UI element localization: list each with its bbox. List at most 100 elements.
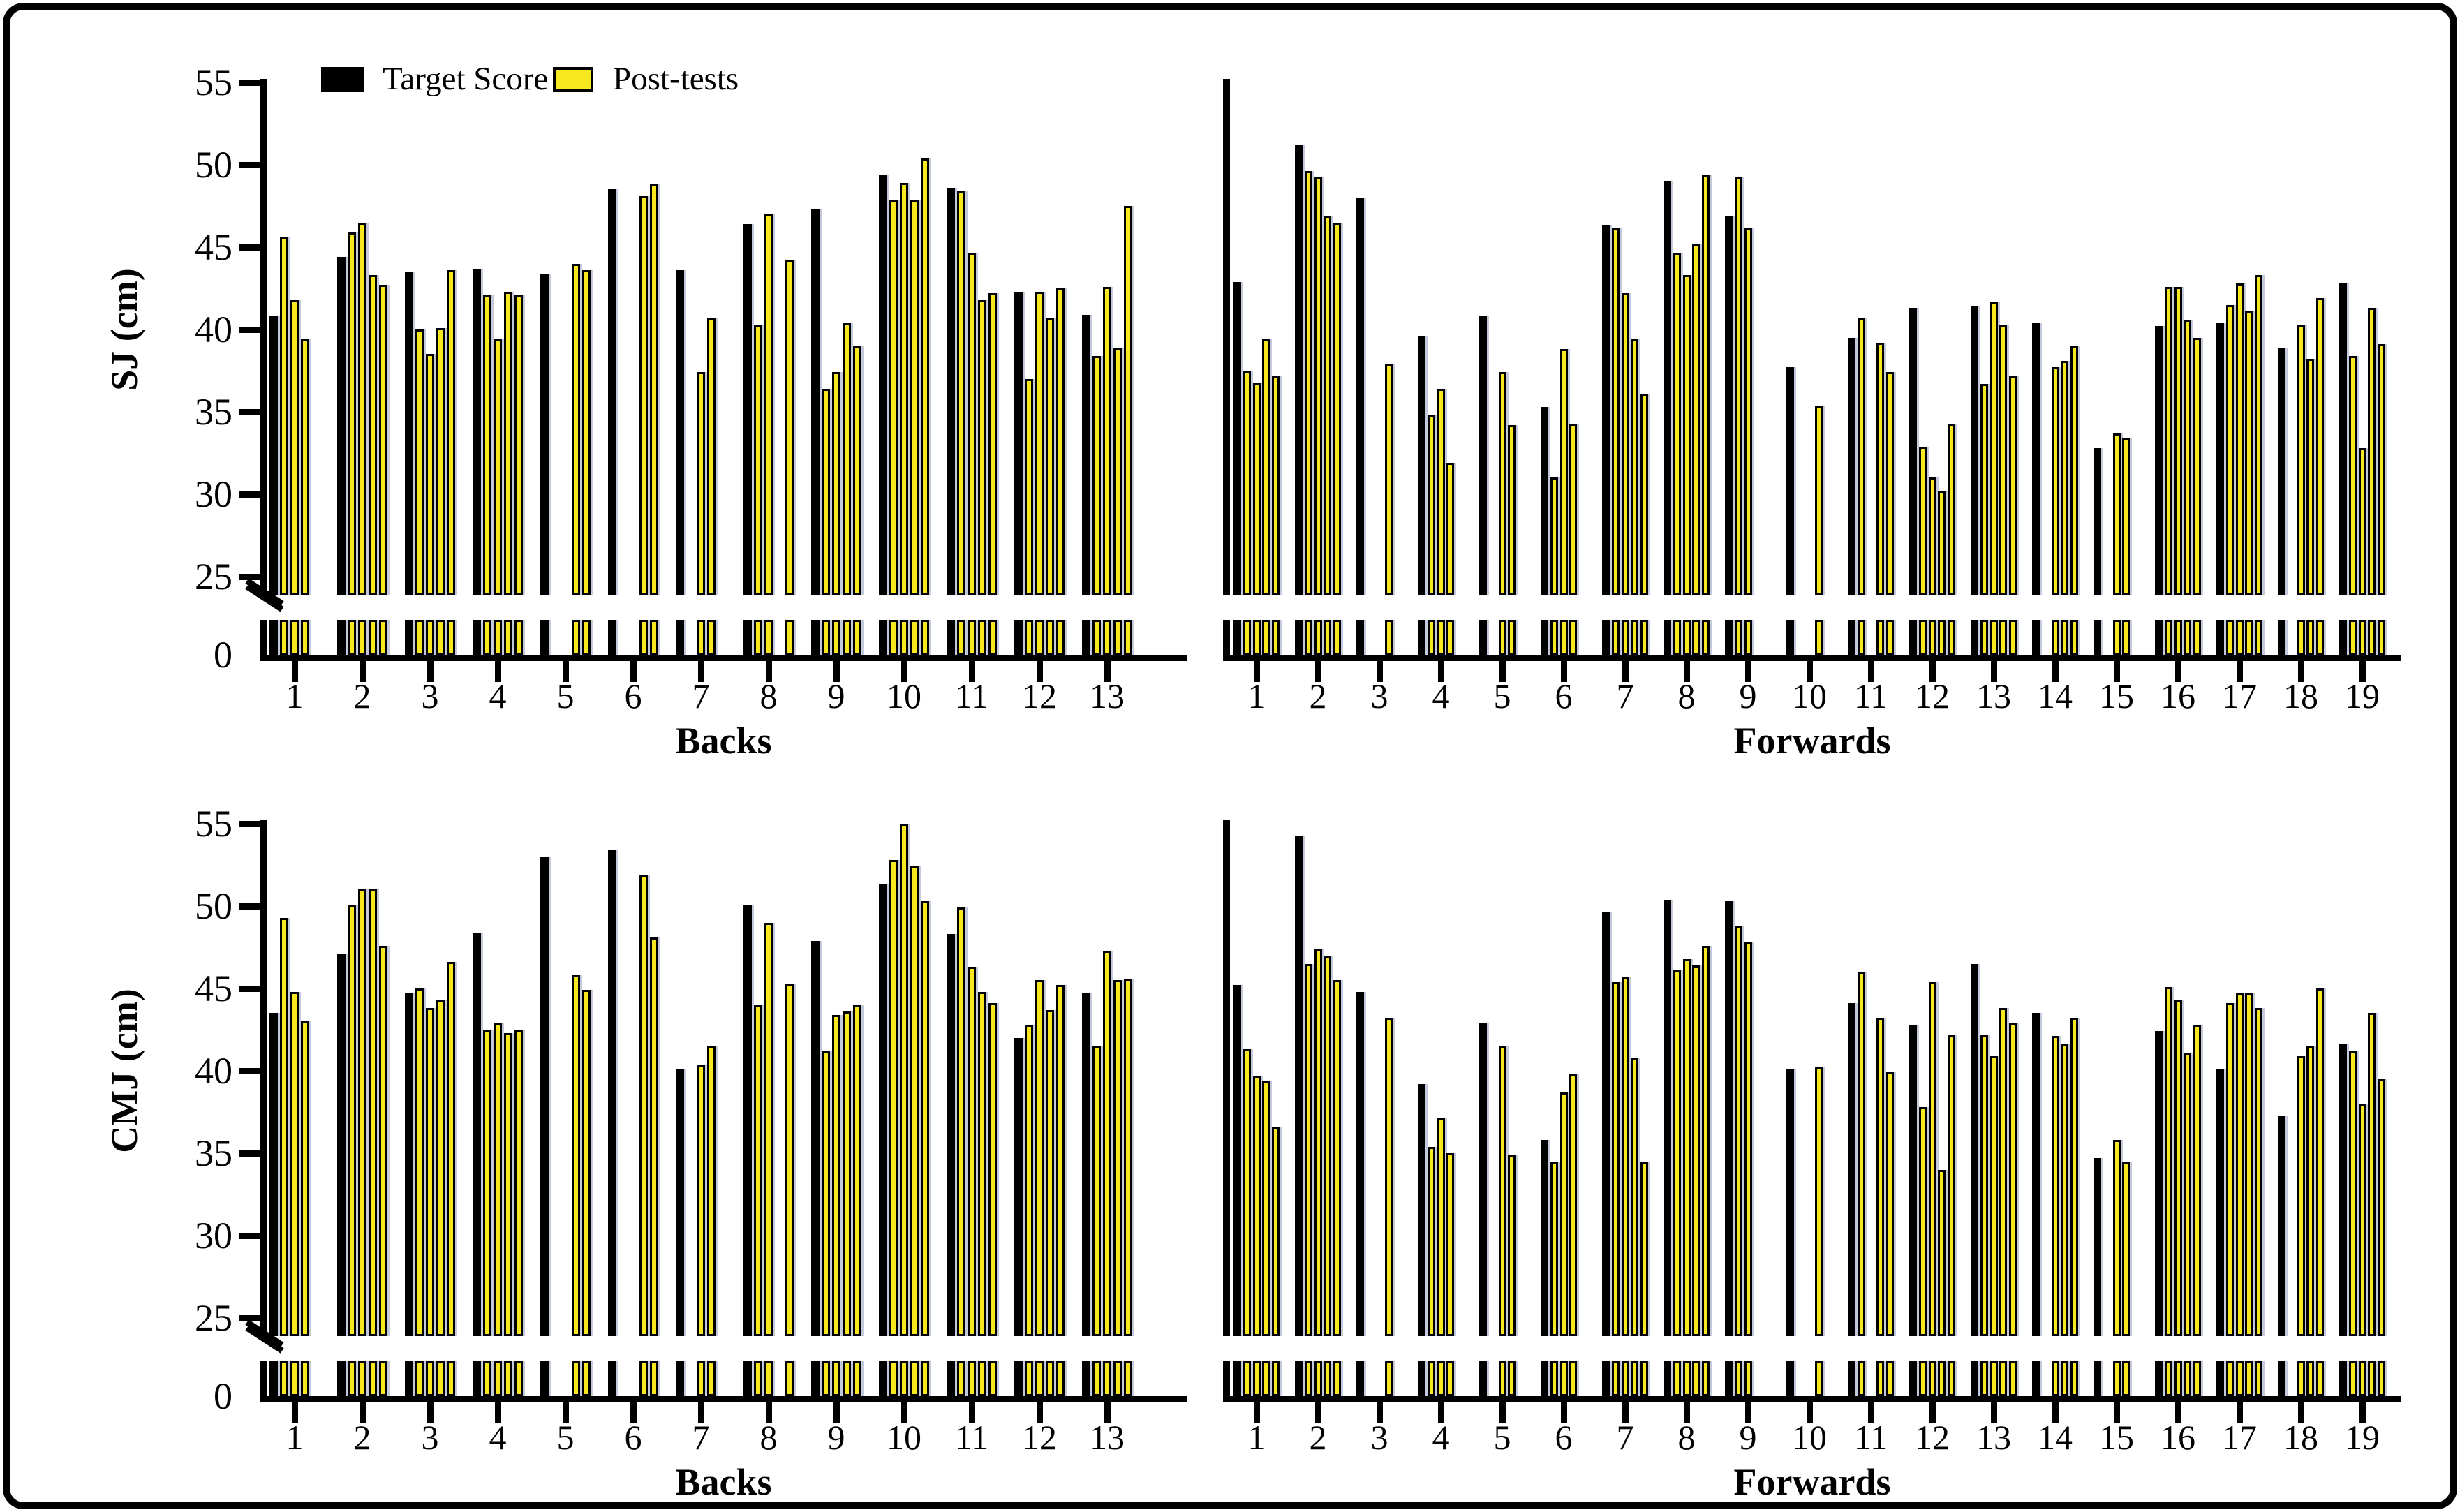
target-bar	[1541, 406, 1549, 595]
post-test-bar	[347, 232, 356, 595]
post-test-bar-stub	[2112, 1361, 2121, 1396]
post-test-bar	[290, 299, 299, 595]
x-tick	[2052, 1402, 2059, 1423]
y-tick-label: 40	[195, 1050, 232, 1092]
x-group-label: 9	[827, 1418, 845, 1457]
post-test-bar-stub	[347, 1361, 356, 1396]
post-test-bar	[1550, 477, 1558, 595]
post-test-bar	[1744, 227, 1752, 595]
post-test-bar-stub	[1324, 1361, 1332, 1396]
x-group-label: 9	[1739, 676, 1757, 716]
post-test-bar-stub	[2254, 620, 2262, 655]
x-tick	[766, 1402, 772, 1423]
post-test-bar-stub	[369, 1361, 378, 1396]
x-group-label: 13	[1976, 1418, 2011, 1457]
post-test-bar	[279, 917, 288, 1336]
x-tick	[563, 1402, 569, 1423]
post-test-bar-stub	[2174, 1361, 2182, 1396]
post-test-bar-stub	[2164, 1361, 2172, 1396]
x-group-label: 12	[1022, 676, 1057, 716]
post-test-bar-stub	[843, 1361, 852, 1396]
post-test-bar	[956, 191, 965, 595]
post-test-bar-stub	[1304, 1361, 1312, 1396]
post-test-bar	[1550, 1161, 1558, 1336]
x-group-label: 10	[887, 676, 921, 716]
x-group-label: 8	[1677, 676, 1696, 716]
x-axis-line	[260, 655, 1187, 661]
post-test-bar	[1692, 965, 1700, 1336]
x-group-label: 4	[1432, 1418, 1450, 1457]
target-bar-stub	[878, 1361, 887, 1396]
target-bar	[743, 223, 752, 595]
post-test-bar	[753, 324, 762, 595]
target-bar-stub	[404, 620, 413, 655]
post-test-bar	[1304, 963, 1312, 1336]
target-bar	[607, 189, 616, 595]
post-test-bar	[1980, 383, 1988, 595]
post-test-bar-stub	[1314, 1361, 1322, 1396]
x-group-label: 14	[2038, 676, 2073, 716]
target-bar-stub	[1081, 620, 1090, 655]
post-test-bar	[697, 1064, 705, 1336]
post-test-bar-stub	[1024, 620, 1033, 655]
target-score-label: Target Score	[383, 61, 549, 97]
target-bar-stub	[540, 1361, 549, 1396]
post-test-bar	[358, 889, 366, 1336]
post-test-bar	[1559, 1092, 1568, 1336]
post-tests-label: Post-tests	[613, 61, 739, 97]
x-group-label: 10	[887, 1418, 921, 1457]
post-test-bar	[2254, 275, 2262, 595]
post-test-bar-stub	[889, 1361, 898, 1396]
post-test-bar	[1815, 1067, 1823, 1336]
y-tick-label: 50	[195, 885, 232, 927]
post-test-bar-stub	[2122, 1361, 2131, 1396]
post-test-bar	[956, 907, 965, 1336]
post-test-bar-stub	[301, 1361, 310, 1396]
target-bar-stub	[1786, 1361, 1795, 1396]
post-test-bar-stub	[2112, 620, 2121, 655]
post-test-bar-stub	[1314, 620, 1322, 655]
x-group-label: 16	[2161, 1418, 2195, 1457]
post-test-bar-stub	[1113, 620, 1122, 655]
post-test-bar	[1103, 286, 1111, 595]
x-tick	[2359, 661, 2366, 682]
x-group-label: 2	[1309, 1418, 1327, 1457]
post-test-bar	[426, 1008, 434, 1336]
post-test-bar-stub	[1262, 1361, 1270, 1396]
post-test-bar	[2184, 1053, 2192, 1336]
post-test-bar-stub	[1928, 1361, 1936, 1396]
post-test-bar	[290, 991, 299, 1336]
post-test-bar-stub	[1427, 620, 1435, 655]
post-test-bar	[1243, 1049, 1251, 1336]
x-group-label: 10	[1792, 676, 1827, 716]
post-test-bar	[1385, 1018, 1393, 1336]
post-test-bar-stub	[785, 620, 794, 655]
target-bar	[946, 934, 955, 1336]
post-test-bar-stub	[1124, 620, 1133, 655]
target-bar	[1233, 985, 1242, 1336]
x-tick	[833, 1402, 840, 1423]
post-test-bar	[2164, 986, 2172, 1336]
post-test-bar-stub	[1271, 620, 1280, 655]
x-tick	[969, 661, 975, 682]
target-bar-stub	[1602, 1361, 1610, 1396]
post-test-bar	[1990, 301, 1998, 595]
x-group-label: 15	[2099, 1418, 2134, 1457]
y-axis-spine	[1223, 620, 1230, 661]
post-test-bar	[1056, 985, 1065, 1336]
x-tick	[901, 1402, 907, 1423]
post-test-bar-stub	[1446, 620, 1455, 655]
post-test-bar	[1918, 1106, 1927, 1336]
post-test-bar-stub	[1103, 1361, 1111, 1396]
post-test-bar-stub	[1621, 620, 1629, 655]
post-test-bar	[1113, 347, 1122, 595]
post-test-bar-stub	[832, 1361, 840, 1396]
panel-title: Backs	[675, 720, 772, 762]
post-test-bar	[1508, 1155, 1516, 1336]
post-test-bar	[369, 889, 378, 1336]
post-test-bar-stub	[1682, 1361, 1691, 1396]
target-bar	[2216, 1069, 2225, 1336]
target-bar-stub	[1786, 620, 1795, 655]
target-bar-stub	[2032, 1361, 2040, 1396]
post-test-bar-stub	[988, 1361, 998, 1396]
